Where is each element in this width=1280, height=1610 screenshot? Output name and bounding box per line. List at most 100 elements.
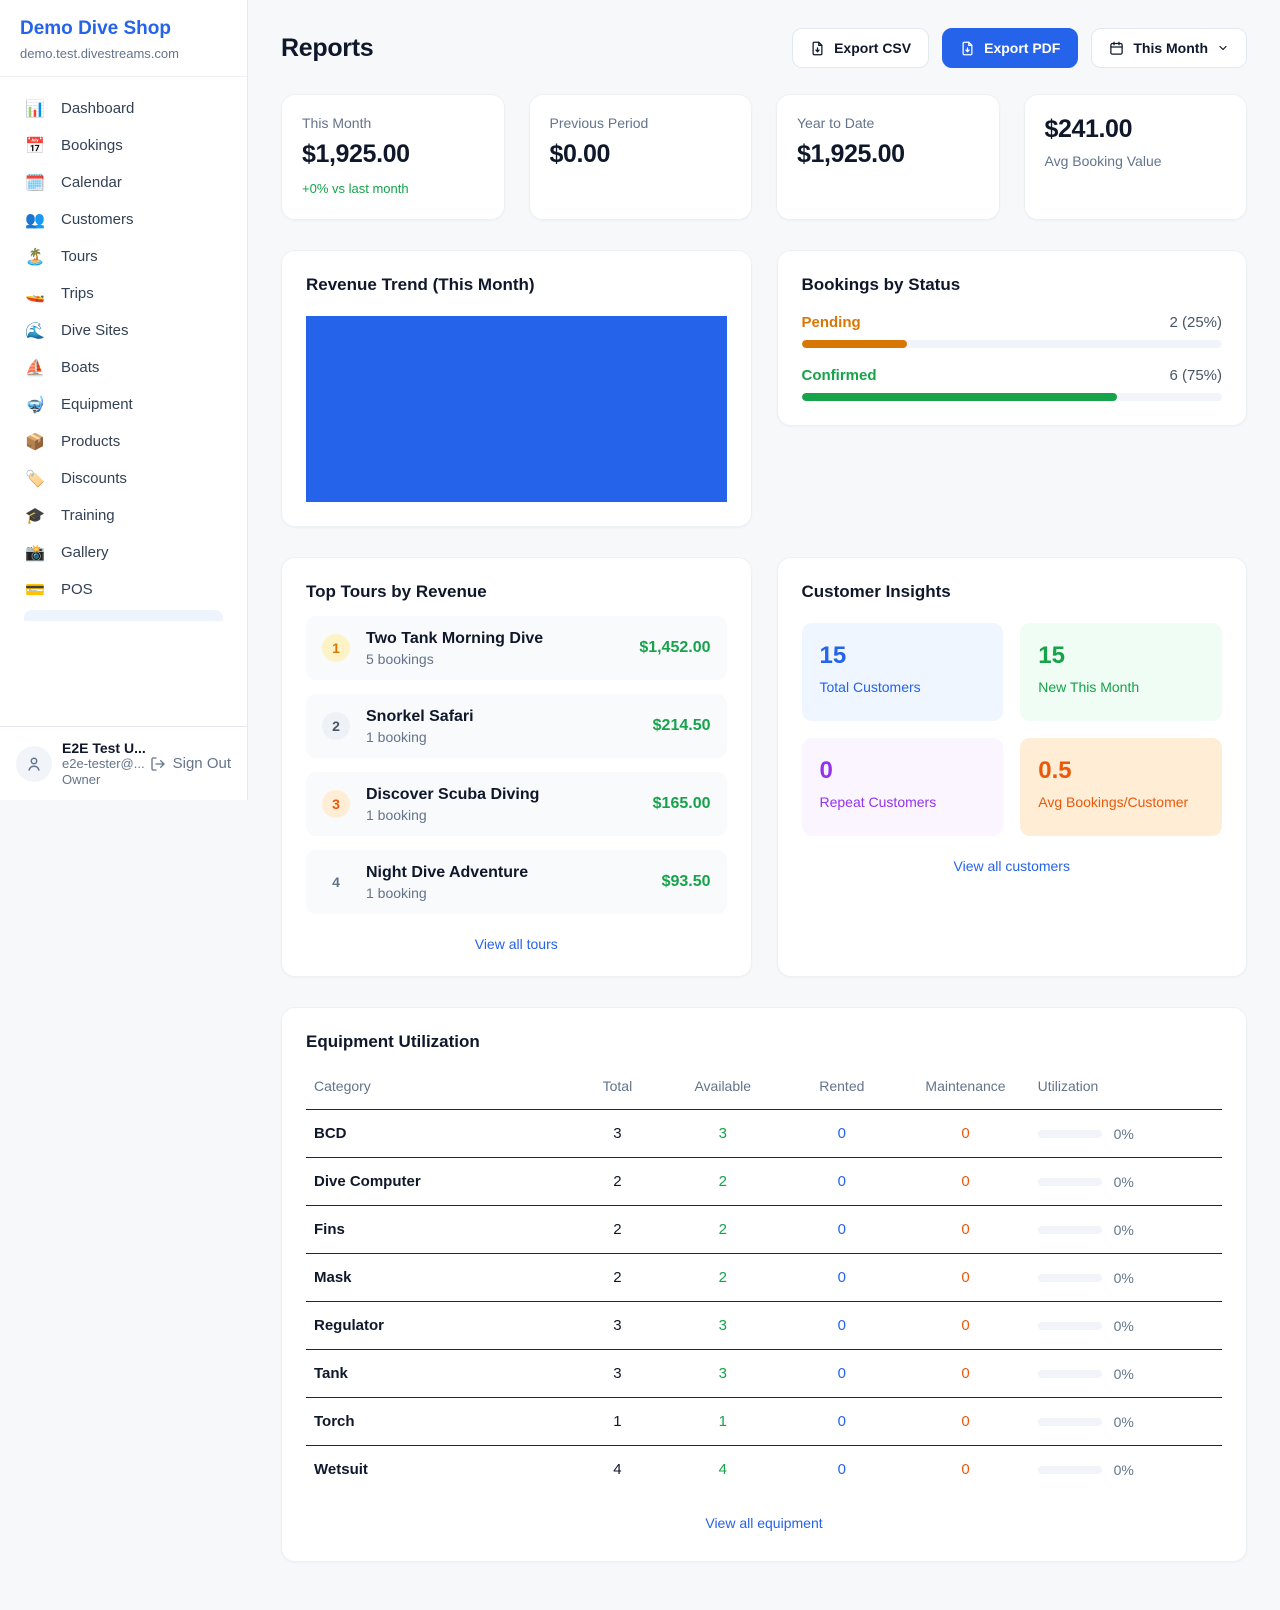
shop-domain: demo.test.divestreams.com — [20, 46, 179, 61]
tile-new-this-month: 15 New This Month — [1020, 623, 1222, 721]
tour-amount: $165.00 — [652, 795, 711, 812]
status-row-pending: Pending 2 (25%) — [801, 314, 1222, 348]
table-row: BCD 3 3 0 0 0% — [306, 1109, 1222, 1158]
tile-avg-bookings-customer: 0.5 Avg Bookings/Customer — [1020, 738, 1222, 836]
stat-value: $1,925.00 — [302, 140, 410, 168]
cell-rented: 0 — [837, 1461, 846, 1478]
dashboard-icon: 📊 — [25, 98, 45, 118]
user-email: e2e-tester@... — [62, 756, 145, 771]
sidebar-item-training[interactable]: 🎓 Training — [12, 497, 235, 534]
utilization-percent: 0% — [1113, 1221, 1134, 1238]
sign-out-button[interactable]: Sign Out — [150, 755, 231, 772]
file-download-icon — [812, 41, 823, 55]
discounts-icon: 🏷️ — [25, 468, 45, 488]
utilization-cell: 0% — [1037, 1317, 1214, 1334]
tile-value: 15 — [819, 642, 847, 669]
cell-total: 4 — [613, 1461, 622, 1478]
cell-maintenance: 0 — [901, 1253, 1030, 1302]
sidebar-item-calendar[interactable]: 🗓️ Calendar — [12, 164, 235, 201]
cell-rented: 0 — [782, 1205, 902, 1254]
cell-maintenance: 0 — [901, 1109, 1030, 1158]
col-header-maintenance: Maintenance — [901, 1068, 1030, 1110]
stat-card-previous-period: Previous Period $0.00 — [528, 94, 752, 220]
table-row: Wetsuit 4 4 0 0 0% — [306, 1446, 1222, 1494]
shop-name: Demo Dive Shop — [20, 18, 171, 39]
status-bar-track — [801, 393, 1222, 401]
file-download-icon — [962, 41, 973, 55]
main-content: Reports Export CSV Export PDF This Month… — [248, 0, 1280, 1602]
sidebar-item-label: Bookings — [61, 137, 123, 154]
tour-name: Two Tank Morning Dive — [366, 629, 544, 647]
view-all-tours-link[interactable]: View all tours — [474, 936, 558, 952]
stat-label: Year to Date — [797, 115, 875, 131]
tour-row: 1 Two Tank Morning Dive 5 bookings $1,45… — [306, 616, 727, 680]
utilization-percent: 0% — [1113, 1317, 1134, 1334]
cell-available: 2 — [663, 1205, 783, 1254]
sidebar-item-products[interactable]: 📦 Products — [12, 423, 235, 460]
revenue-trend-chart — [306, 316, 727, 502]
sidebar-item-label: POS — [61, 581, 93, 598]
table-header-row: Category Total Available Rented Maintena… — [306, 1068, 1222, 1110]
equipment-icon: 🤿 — [25, 394, 45, 414]
col-header-utilization: Utilization — [1029, 1068, 1222, 1110]
top-tours-card: Top Tours by Revenue 1 Two Tank Morning … — [281, 557, 752, 977]
cell-rented: 0 — [782, 1253, 902, 1302]
tile-repeat-customers: 0 Repeat Customers — [801, 738, 1004, 836]
page-header: Reports Export CSV Export PDF This Month — [281, 28, 1247, 68]
bookings-icon: 📅 — [25, 135, 45, 155]
sidebar-item-label: Equipment — [61, 396, 133, 413]
cell-category: Fins — [306, 1205, 572, 1254]
view-all-equipment-link[interactable]: View all equipment — [705, 1515, 823, 1531]
cell-available: 1 — [663, 1397, 783, 1446]
tour-bookings: 1 booking — [366, 884, 427, 901]
stat-label: Avg Booking Value — [1044, 153, 1162, 169]
stat-value: $1,925.00 — [797, 140, 905, 168]
export-csv-label: Export CSV — [834, 40, 912, 56]
sidebar-item-gallery[interactable]: 📸 Gallery — [12, 534, 235, 571]
cell-maintenance: 0 — [901, 1349, 1030, 1398]
sidebar-item-label: Products — [61, 433, 121, 450]
tour-row: 4 Night Dive Adventure 1 booking $93.50 — [306, 850, 727, 914]
utilization-cell: 0% — [1037, 1413, 1214, 1430]
training-icon: 🎓 — [25, 505, 45, 525]
customer-insights-title: Customer Insights — [801, 582, 951, 601]
period-label: This Month — [1133, 40, 1208, 56]
period-dropdown[interactable]: This Month — [1091, 28, 1247, 68]
export-csv-button[interactable]: Export CSV — [792, 28, 930, 68]
tile-value: 0 — [819, 757, 833, 784]
utilization-cell: 0% — [1037, 1221, 1214, 1238]
cell-category: Mask — [306, 1253, 572, 1302]
cell-rented: 0 — [782, 1397, 902, 1446]
tile-label: New This Month — [1038, 679, 1140, 695]
user-info: E2E Test U... e2e-tester@... Owner — [62, 740, 146, 787]
view-all-customers-link[interactable]: View all customers — [953, 858, 1070, 874]
export-pdf-button[interactable]: Export PDF — [942, 28, 1079, 68]
sidebar-item-dive-sites[interactable]: 🌊 Dive Sites — [12, 312, 235, 349]
table-row: Tank 3 3 0 0 0% — [306, 1349, 1222, 1398]
tile-value: 0.5 — [1038, 757, 1072, 784]
tile-label: Repeat Customers — [819, 794, 937, 810]
cell-maintenance: 0 — [961, 1461, 970, 1478]
sidebar-item-tours[interactable]: 🏝️ Tours — [12, 238, 235, 275]
utilization-bar-track — [1037, 1177, 1102, 1186]
sidebar-item-equipment[interactable]: 🤿 Equipment — [12, 386, 235, 423]
sidebar-item-pos[interactable]: 💳 POS — [12, 571, 235, 608]
sidebar-item-dashboard[interactable]: 📊 Dashboard — [12, 90, 235, 127]
insights-row: Top Tours by Revenue 1 Two Tank Morning … — [281, 557, 1247, 977]
utilization-percent: 0% — [1113, 1173, 1134, 1190]
cell-maintenance: 0 — [901, 1301, 1030, 1350]
utilization-percent: 0% — [1113, 1413, 1134, 1430]
tour-amount: $93.50 — [661, 873, 711, 890]
active-nav-highlight[interactable] — [24, 610, 223, 621]
sidebar-item-customers[interactable]: 👥 Customers — [12, 201, 235, 238]
sign-out-label: Sign Out — [172, 755, 231, 772]
sidebar-item-trips[interactable]: 🚤 Trips — [12, 275, 235, 312]
cell-category: Tank — [306, 1349, 572, 1398]
sidebar-item-bookings[interactable]: 📅 Bookings — [12, 127, 235, 164]
utilization-cell: 0% — [1037, 1125, 1214, 1142]
sidebar-item-discounts[interactable]: 🏷️ Discounts — [12, 460, 235, 497]
utilization-percent: 0% — [1113, 1125, 1134, 1142]
sidebar-item-label: Tours — [61, 248, 98, 265]
sidebar-item-boats[interactable]: ⛵ Boats — [12, 349, 235, 386]
sidebar-item-label: Trips — [61, 285, 94, 302]
